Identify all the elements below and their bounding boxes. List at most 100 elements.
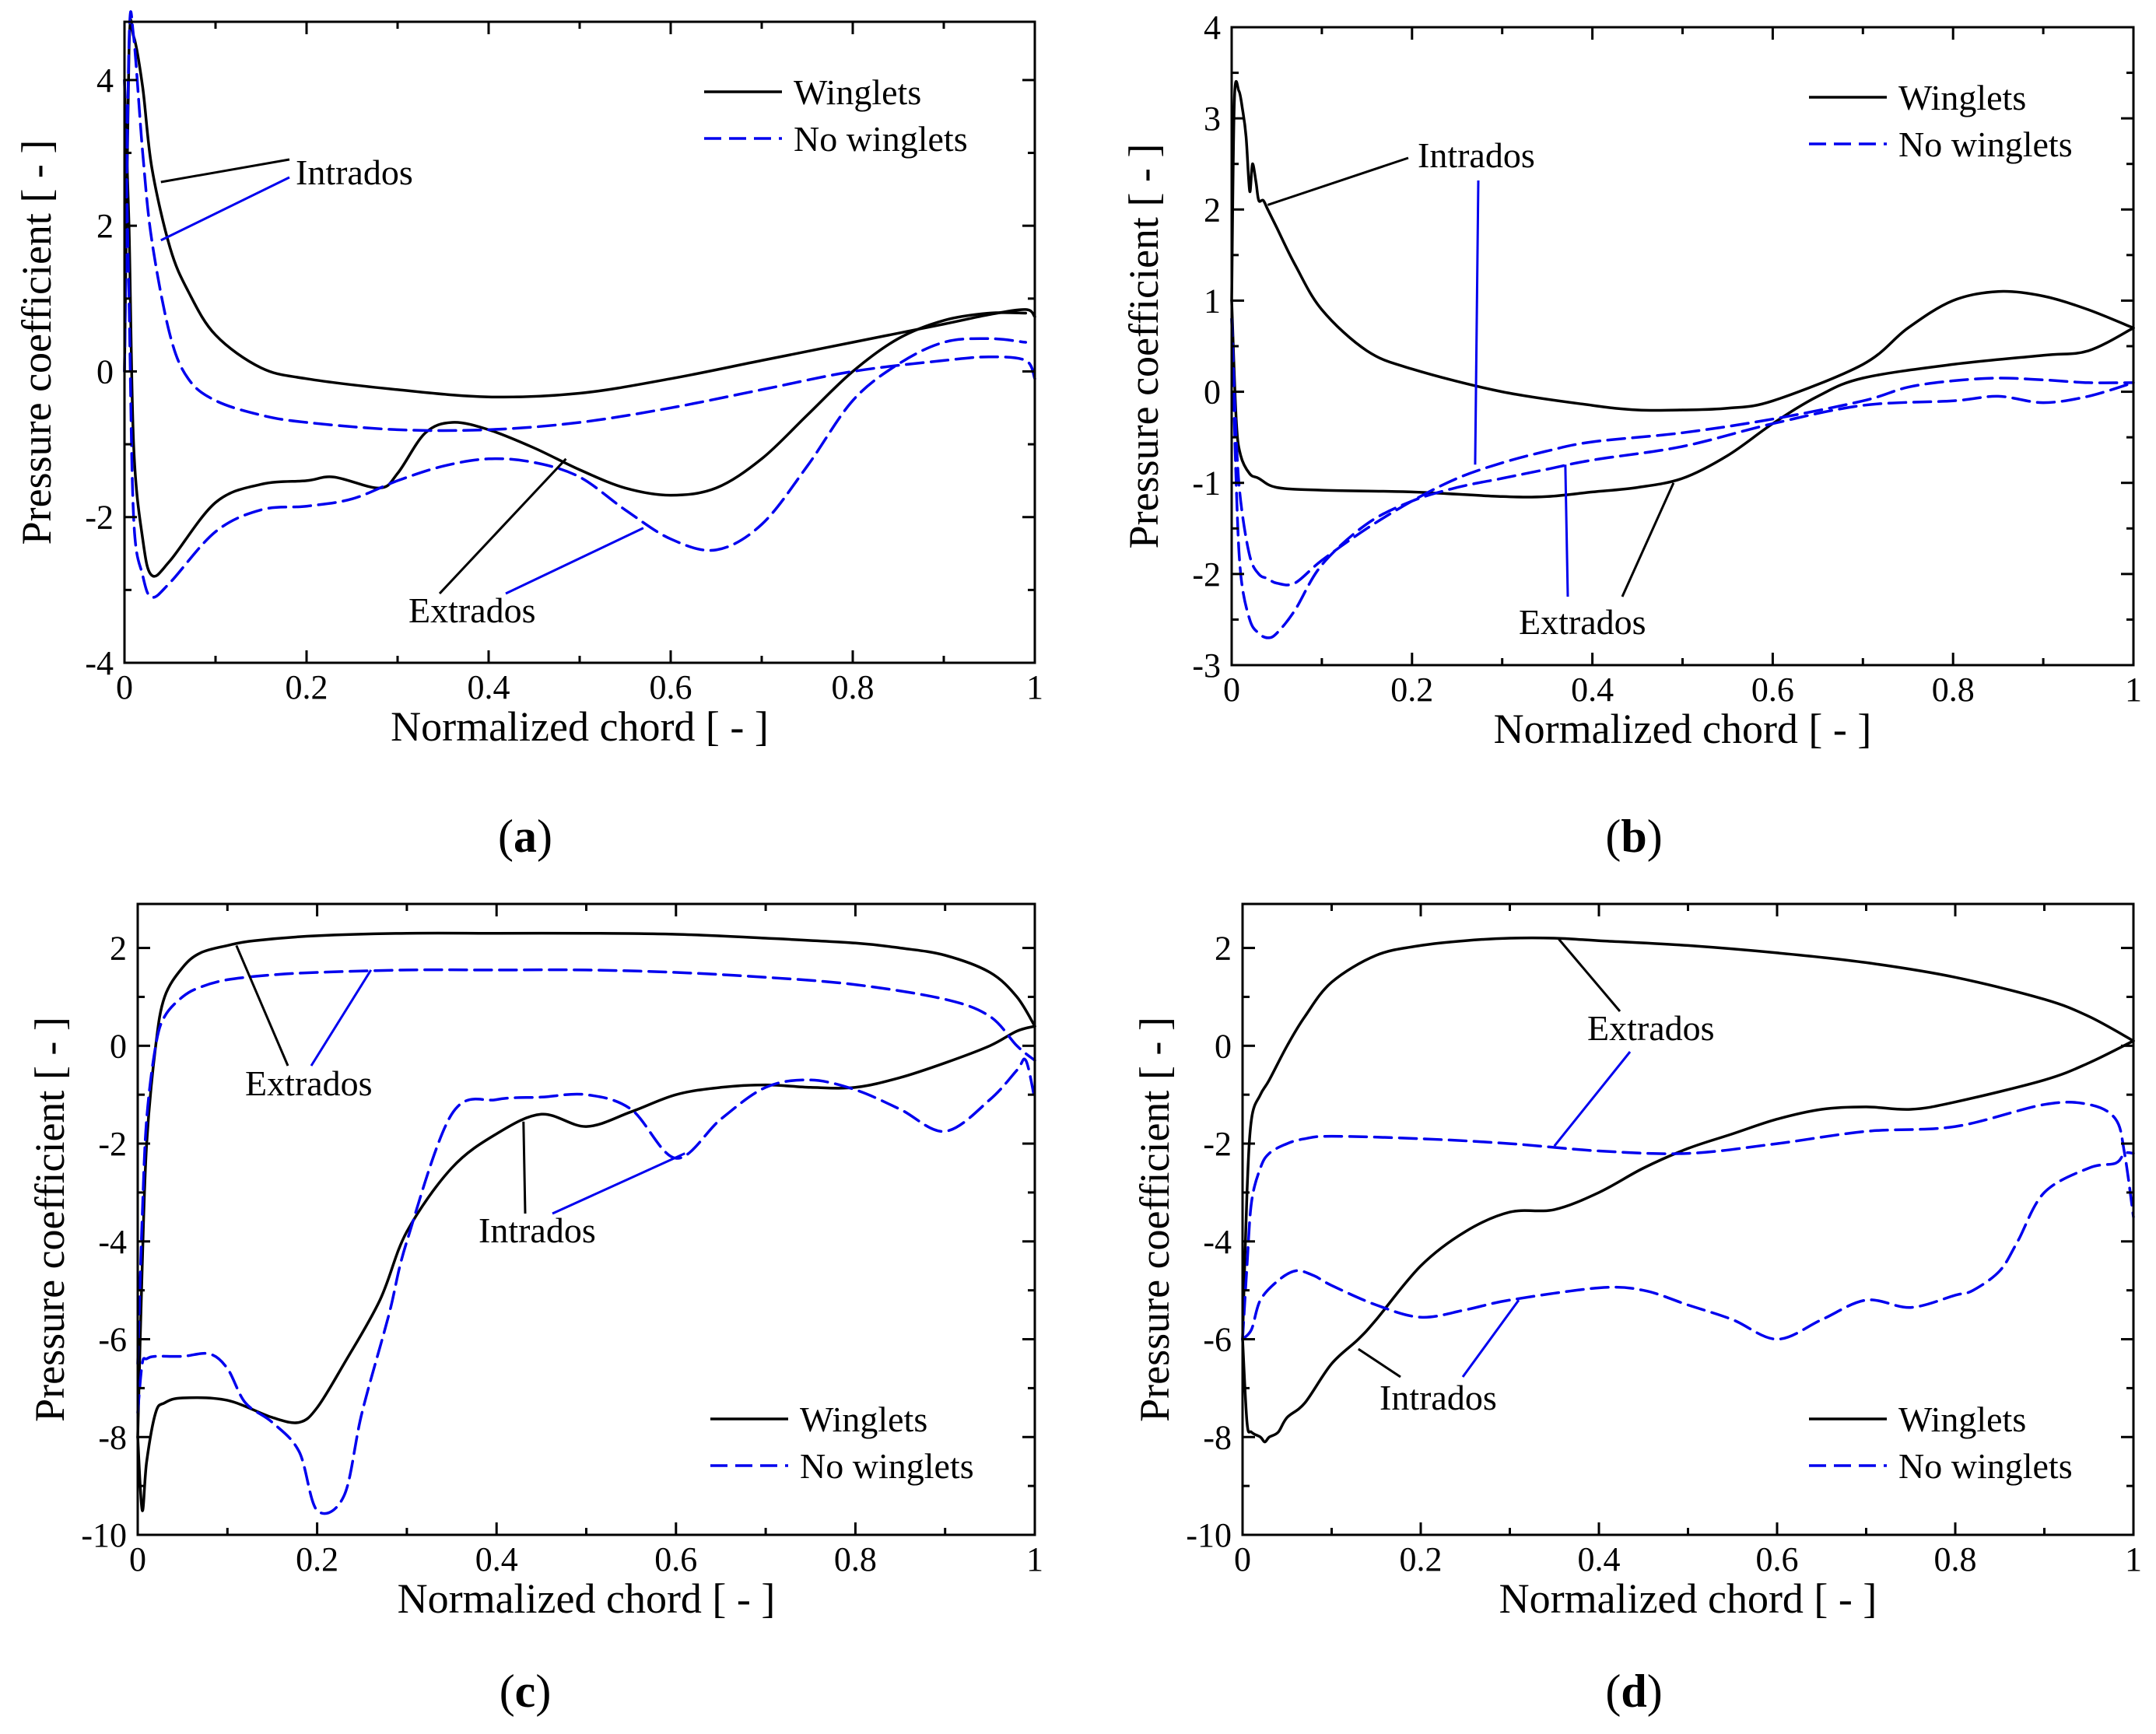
annotation-label: Extrados (1587, 1008, 1715, 1048)
annotation-leader-winglets (522, 1121, 527, 1214)
panel-label-close: ) (1647, 1666, 1663, 1717)
x-axis-label: Normalized chord [ - ] (391, 703, 769, 750)
legend-label-no-winglets: No winglets (794, 119, 968, 159)
y-axis-label: Pressure coefficient [ - ] (13, 140, 60, 545)
y-tick-label: -1 (1192, 464, 1221, 503)
x-tick-label: 0.4 (468, 668, 510, 706)
annotation-leader-winglets (1621, 482, 1675, 597)
y-tick-label: -10 (81, 1516, 127, 1554)
y-tick-label: -3 (1192, 646, 1221, 685)
series-line-winglets-intrados (1241, 1039, 2135, 1444)
panel-label-close: ) (1647, 811, 1663, 862)
x-tick-label: 0.8 (832, 668, 875, 706)
series-line-no_winglets-extrados (123, 79, 1028, 599)
x-tick-label: 0 (116, 668, 133, 706)
y-tick-label: 0 (96, 352, 114, 391)
y-tick-label: 4 (1204, 9, 1221, 47)
legend-label-winglets: Winglets (794, 72, 921, 112)
x-tick-label: 0.4 (1578, 1540, 1621, 1578)
series-group (123, 10, 1036, 599)
x-tick-label: 0.6 (1756, 1540, 1799, 1578)
annotation-leader-no-winglets (1461, 1299, 1520, 1378)
series-line-no_winglets-extrados (1230, 317, 2135, 639)
series-line-no_winglets-extrados (136, 968, 1036, 1365)
series-group (136, 931, 1036, 1515)
x-tick-label: 0.2 (286, 668, 328, 706)
y-tick-label: -2 (85, 499, 114, 537)
chart-panel-c: Pressure coefficient [ - ] Normalized ch… (26, 902, 1043, 1622)
series-line-winglets-extrados (1241, 936, 2135, 1341)
annotation-leader-winglets (235, 944, 289, 1067)
annotation-label: Extrados (408, 590, 536, 630)
x-tick-label: 0.2 (1390, 671, 1433, 709)
y-axis-label: Pressure coefficient [ - ] (1120, 144, 1167, 549)
legend: Winglets No winglets (1809, 1399, 2073, 1486)
series-line-no_winglets-intrados (1241, 1151, 2135, 1341)
annotation-label: Intrados (296, 152, 413, 192)
y-tick-label: 2 (1204, 191, 1221, 229)
x-tick-label: 0.6 (654, 1540, 697, 1578)
legend-label-no-winglets: No winglets (1898, 1446, 2073, 1486)
chart-panel-a: Pressure coefficient [ - ] Normalized ch… (13, 10, 1043, 750)
y-tick-label: -8 (98, 1418, 127, 1456)
y-tick-label: -2 (98, 1125, 127, 1163)
x-tick-label: 0.8 (1934, 1540, 1977, 1578)
panel-label-open: ( (1605, 811, 1621, 862)
panel-label-open: ( (498, 811, 514, 862)
legend: Winglets No winglets (710, 1399, 974, 1486)
x-tick-label: 0.4 (1571, 671, 1614, 709)
y-tick-label: -6 (98, 1321, 127, 1359)
x-tick-label: 1 (2125, 1540, 2142, 1578)
y-tick-label: -4 (98, 1223, 127, 1261)
annotation-leader-no-winglets (1553, 1051, 1632, 1147)
x-tick-label: 0.8 (1932, 671, 1975, 709)
annotation-label: Extrados (245, 1063, 373, 1103)
annotation-leader-winglets (438, 457, 567, 595)
panel-label-close: ) (537, 811, 552, 862)
panel-label-letter: a (514, 811, 537, 862)
x-tick-label: 1 (2125, 671, 2142, 709)
x-tick-label: 0 (1234, 1540, 1251, 1578)
legend-label-no-winglets: No winglets (800, 1446, 974, 1486)
x-tick-label: 1 (1026, 668, 1043, 706)
series-line-winglets-intrados (136, 1025, 1036, 1512)
x-tick-label: 0.6 (650, 668, 692, 706)
annotation-leader-no-winglets (310, 969, 373, 1067)
y-tick-label: -6 (1203, 1321, 1232, 1359)
y-tick-label: 3 (1204, 100, 1221, 138)
panel-label-letter: c (515, 1666, 536, 1717)
annotation-leader-no-winglets (1474, 180, 1480, 465)
y-tick-label: 0 (110, 1027, 127, 1065)
panel-label-open: ( (1605, 1666, 1621, 1717)
x-tick-label: 0.4 (475, 1540, 518, 1578)
panel-label-b: (b) (1605, 811, 1662, 862)
y-tick-label: 2 (110, 930, 127, 968)
y-tick-label: 2 (1215, 930, 1232, 968)
annotation-leader-no-winglets (552, 1152, 685, 1215)
annotation-leader-winglets (1558, 938, 1621, 1012)
x-tick-label: 0.2 (296, 1540, 338, 1578)
annotation-leader-no-winglets (505, 527, 644, 595)
y-tick-label: 4 (96, 61, 114, 100)
panel-label-close: ) (535, 1666, 551, 1717)
y-tick-label: 0 (1215, 1027, 1232, 1065)
panel-label-a: (a) (498, 811, 552, 862)
annotation-label: Intrados (479, 1210, 596, 1250)
chart-panel-b: Pressure coefficient [ - ] Normalized ch… (1120, 9, 2142, 752)
annotation-leader-winglets (160, 158, 290, 184)
legend-label-winglets: Winglets (1898, 1399, 2026, 1439)
series-line-no_winglets-intrados (136, 1057, 1036, 1515)
series-line-no_winglets-intrados (123, 10, 1036, 433)
annotation-label: Extrados (1519, 602, 1646, 642)
panel-label-d: (d) (1605, 1666, 1662, 1717)
series-group (1230, 79, 2135, 639)
legend-label-winglets: Winglets (800, 1399, 927, 1439)
legend-label-winglets: Winglets (1898, 78, 2026, 117)
annotation-label: Intrados (1379, 1378, 1497, 1417)
y-tick-label: 2 (96, 207, 114, 245)
x-tick-label: 0 (1223, 671, 1240, 709)
y-tick-label: -4 (1203, 1223, 1232, 1261)
chart-panel-d: Pressure coefficient [ - ] Normalized ch… (1131, 902, 2142, 1622)
